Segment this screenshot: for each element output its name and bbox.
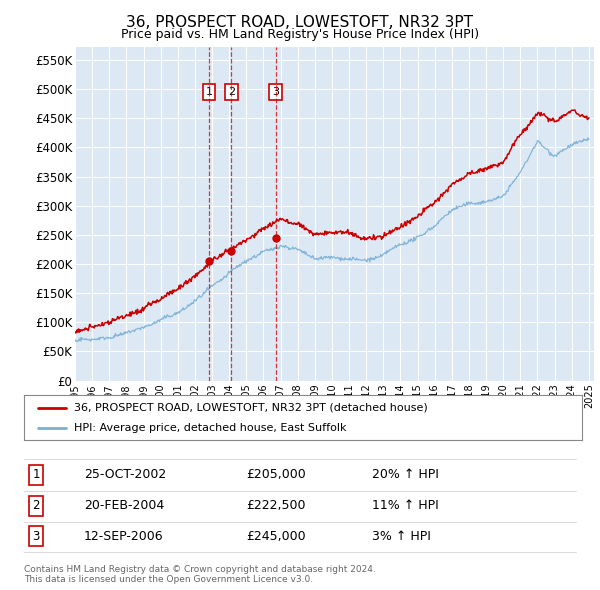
Text: 1: 1 xyxy=(205,87,212,97)
Text: £205,000: £205,000 xyxy=(246,468,306,481)
Text: This data is licensed under the Open Government Licence v3.0.: This data is licensed under the Open Gov… xyxy=(24,575,313,584)
Text: 3% ↑ HPI: 3% ↑ HPI xyxy=(372,530,431,543)
Text: £245,000: £245,000 xyxy=(246,530,305,543)
Text: Contains HM Land Registry data © Crown copyright and database right 2024.: Contains HM Land Registry data © Crown c… xyxy=(24,565,376,575)
Text: 11% ↑ HPI: 11% ↑ HPI xyxy=(372,499,439,512)
Text: 25-OCT-2002: 25-OCT-2002 xyxy=(84,468,166,481)
Text: HPI: Average price, detached house, East Suffolk: HPI: Average price, detached house, East… xyxy=(74,424,347,434)
Text: 36, PROSPECT ROAD, LOWESTOFT, NR32 3PT: 36, PROSPECT ROAD, LOWESTOFT, NR32 3PT xyxy=(127,15,473,30)
Text: 3: 3 xyxy=(272,87,279,97)
Text: 20% ↑ HPI: 20% ↑ HPI xyxy=(372,468,439,481)
Text: 2: 2 xyxy=(32,499,40,512)
Text: 36, PROSPECT ROAD, LOWESTOFT, NR32 3PT (detached house): 36, PROSPECT ROAD, LOWESTOFT, NR32 3PT (… xyxy=(74,403,428,412)
Text: 3: 3 xyxy=(32,530,40,543)
Text: 2: 2 xyxy=(228,87,235,97)
Text: 12-SEP-2006: 12-SEP-2006 xyxy=(84,530,164,543)
Text: £222,500: £222,500 xyxy=(246,499,305,512)
Text: Price paid vs. HM Land Registry's House Price Index (HPI): Price paid vs. HM Land Registry's House … xyxy=(121,28,479,41)
Text: 20-FEB-2004: 20-FEB-2004 xyxy=(84,499,164,512)
Text: 1: 1 xyxy=(32,468,40,481)
